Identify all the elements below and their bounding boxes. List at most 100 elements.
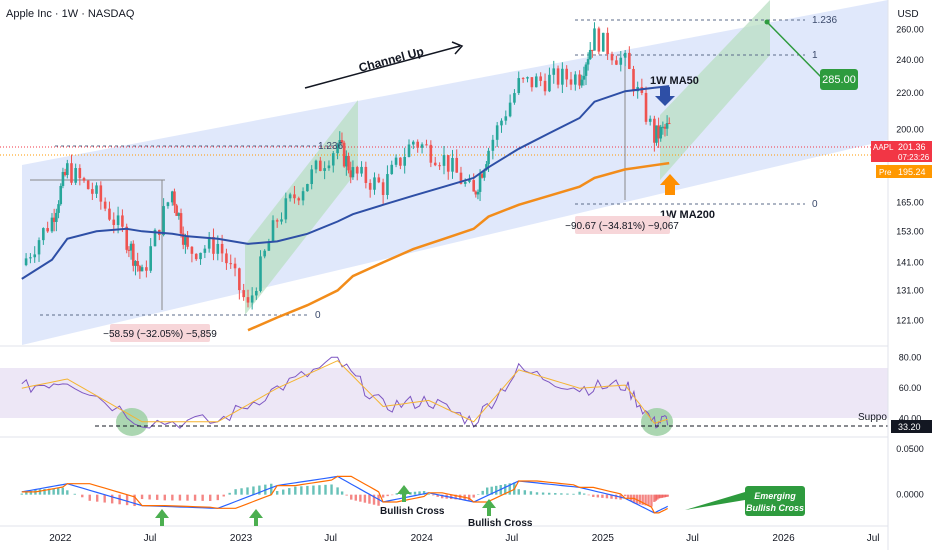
macd-bar [282, 489, 285, 495]
time-tick-label: Jul [867, 533, 880, 544]
candle [495, 121, 499, 147]
candle [364, 161, 368, 189]
macd-bar [486, 487, 489, 495]
candle [86, 179, 90, 190]
last-price-tag [871, 141, 932, 162]
macd-bar [504, 484, 507, 495]
candle [593, 22, 596, 51]
macd-bar [354, 494, 357, 501]
macd-histogram [20, 482, 669, 507]
candle [179, 208, 183, 238]
candle [136, 252, 139, 272]
candle [203, 245, 207, 259]
time-tick-label: Jul [144, 533, 157, 544]
candle [181, 226, 185, 250]
candle [186, 231, 189, 250]
macd-bar [659, 494, 662, 499]
fib-levels [40, 19, 805, 316]
support-label: Support [858, 412, 893, 423]
candle [288, 192, 292, 202]
macd-bar [96, 494, 99, 502]
macd-bar [418, 491, 421, 495]
candle [338, 131, 342, 149]
candle [517, 71, 521, 95]
candle [644, 86, 648, 125]
macd-bar [38, 489, 42, 495]
candle [336, 142, 339, 160]
candle [246, 289, 250, 308]
candle [438, 162, 441, 170]
macd-bar [614, 494, 618, 500]
macd-bar [541, 492, 545, 495]
macd-bar [601, 494, 604, 498]
candle [259, 250, 262, 293]
candle [561, 62, 564, 94]
macd-bar [523, 490, 527, 495]
candle [667, 117, 671, 125]
rsi-tick-label: 80.00 [899, 353, 922, 363]
price-tick-label: 240.00 [896, 55, 924, 65]
drop-right-box [575, 216, 670, 234]
candle [55, 208, 58, 232]
macd-bar [436, 494, 439, 497]
candle [29, 253, 32, 264]
candle [301, 187, 305, 206]
candle [619, 51, 623, 72]
candle [306, 183, 309, 192]
pre-price: 195.24 [898, 167, 926, 177]
time-tick-label: 2025 [592, 533, 615, 544]
channel-arrow [304, 45, 461, 89]
macd-bar [133, 494, 136, 507]
candle [66, 159, 69, 179]
candle [543, 73, 547, 96]
bullish-cross-label-1: Bullish Cross [380, 506, 445, 517]
candle [615, 55, 618, 66]
rsi-ma-line [21, 360, 668, 424]
candle [386, 165, 389, 200]
macd-ticks: 0.0500 0.0000 [896, 444, 924, 500]
emerging-callout [685, 492, 745, 510]
channel-arrow-head [451, 41, 464, 55]
candle [310, 165, 313, 190]
price-axis-bg [888, 0, 932, 550]
candle [578, 70, 581, 90]
candle [314, 159, 318, 174]
macd-bar [306, 485, 309, 495]
candle [661, 121, 665, 135]
ma50-arrow [655, 87, 675, 106]
macd-bar [647, 494, 650, 507]
pre-label: Pre [879, 168, 892, 177]
candle [569, 71, 573, 91]
candle [131, 240, 135, 272]
price-tick-label: 121.00 [896, 316, 924, 326]
macd-bar [623, 494, 627, 497]
macd-bar [275, 491, 279, 495]
candle [390, 160, 394, 175]
candle [82, 176, 86, 183]
candle [526, 76, 529, 83]
macd-bar [345, 494, 348, 496]
macd-bar [20, 493, 23, 495]
price-tick-label: 200.00 [896, 124, 924, 134]
candle [238, 267, 241, 300]
macd-bar [73, 493, 76, 495]
macd-bar [324, 484, 327, 495]
macd-bar [490, 486, 493, 495]
candle [212, 228, 215, 261]
candle [184, 233, 187, 254]
macd-bar [57, 487, 60, 495]
projection-box-left [245, 100, 358, 315]
macd-bar [29, 490, 33, 495]
chart-title[interactable]: Apple Inc · 1W · NASDAQ [6, 8, 135, 20]
candle [446, 155, 450, 180]
macd-bar [566, 493, 569, 495]
candle [508, 94, 512, 118]
macd-bar [582, 493, 586, 495]
candle [433, 156, 437, 167]
macd-bar [560, 493, 563, 495]
macd-bar [481, 490, 484, 495]
candle [275, 218, 279, 228]
macd-bar [662, 494, 665, 498]
candle [267, 238, 271, 251]
